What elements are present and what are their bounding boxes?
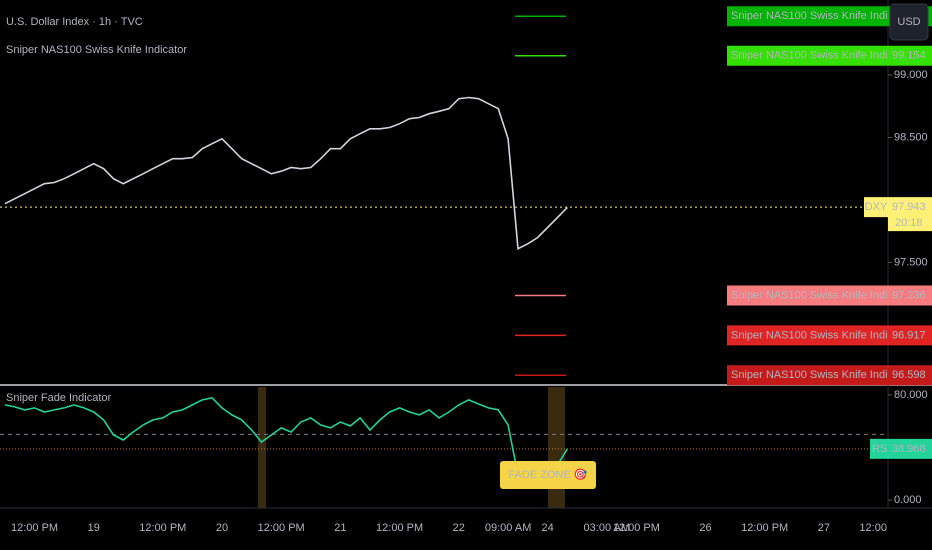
tag-label-box <box>727 45 888 66</box>
x-tick-label: 22 <box>453 522 465 534</box>
tag-value-box <box>888 325 932 346</box>
tag-label: Sniper NAS100 Swiss Knife Indicator:+1 D… <box>731 50 932 62</box>
annotation: FADE ZONE 🎯 <box>508 468 587 481</box>
price-tag: 97.943 <box>892 201 926 213</box>
tag-label: Sniper NAS100 Swiss Knife Indicator:-1 D… <box>731 289 932 301</box>
tag-label: Sniper NAS100 Swiss Knife Indicator:-3 D… <box>731 369 932 381</box>
series-name-box <box>870 438 888 459</box>
annotation-box <box>500 461 596 489</box>
x-tick-label: 24 <box>541 522 553 534</box>
tag-label-box <box>727 365 888 386</box>
tag-value: 99.154 <box>892 50 926 62</box>
symbol-tag: DXY <box>865 201 888 213</box>
x-tick-label: 12:00 PM <box>258 522 305 534</box>
price-tag-box <box>888 197 932 232</box>
x-tick-label: 12:00 PM <box>613 522 660 534</box>
x-tick-label: 21 <box>334 522 346 534</box>
tag-label-box <box>727 6 888 27</box>
x-tick-label: 27 <box>818 522 830 534</box>
tag-value: 96.598 <box>892 369 926 381</box>
value-tag: 38.968 <box>892 443 926 455</box>
x-tick-label: 09:00 AM <box>485 522 531 534</box>
x-tick-label: 12:00 PM <box>741 522 788 534</box>
fade-zone-shade <box>548 387 565 508</box>
x-tick-label: 12:00 PM <box>376 522 423 534</box>
tag-value: 97.236 <box>892 289 926 301</box>
currency-label[interactable]: USD <box>897 16 920 28</box>
tag-label: Sniper NAS100 Swiss Knife Indicator:+2 D… <box>731 10 932 22</box>
plot-layer: 99.000 98.500 97.500 Sniper NAS100 Swiss Kn… <box>0 6 932 534</box>
x-tick-label: 26 <box>699 522 711 534</box>
x-tick-label: 12:00 <box>859 522 887 534</box>
tag-label-box <box>727 285 888 306</box>
tag-value-box <box>888 45 932 66</box>
tag-value: 96.917 <box>892 329 926 341</box>
fade-zone-shade <box>258 387 266 508</box>
countdown: 20:18 <box>895 217 923 229</box>
y-tick-label: 97.500 <box>894 256 928 268</box>
x-tick-label: 12:00 PM <box>139 522 186 534</box>
x-tick-label: 03:00 AM <box>584 522 630 534</box>
symbol-title: U.S. Dollar Index · 1h · TVC <box>6 16 143 28</box>
rsi-title: Sniper Fade Indicator <box>6 392 112 404</box>
tag-label: Sniper NAS100 Swiss Knife Indicator:-2 D… <box>731 329 932 341</box>
y-tick-label: 99.000 <box>894 69 928 81</box>
x-tick-label: 12:00 PM <box>11 522 58 534</box>
value-tag-box <box>888 438 932 459</box>
series-name: RSI <box>872 443 890 455</box>
y-tick-label: 80.000 <box>894 389 928 401</box>
symbol-tag-box <box>864 197 888 218</box>
tag-value-box <box>888 285 932 306</box>
x-tick-label: 19 <box>88 522 100 534</box>
indicator-title: Sniper NAS100 Swiss Knife Indicator <box>6 44 187 56</box>
tag-label-box <box>727 325 888 346</box>
tag-value-box <box>888 365 932 386</box>
series-line <box>4 96 568 250</box>
x-tick-label: 20 <box>216 522 228 534</box>
y-tick-label: 0.000 <box>894 494 922 506</box>
y-tick-label: 98.500 <box>894 131 928 143</box>
series-line <box>4 397 568 479</box>
currency-button[interactable] <box>889 3 929 41</box>
